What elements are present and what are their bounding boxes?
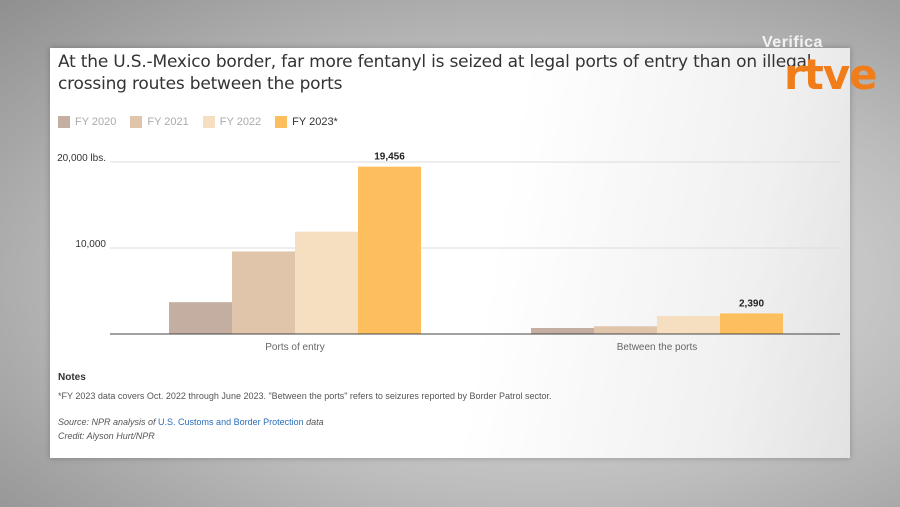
source-link[interactable]: U.S. Customs and Border Protection <box>158 417 304 427</box>
category-label: Between the ports <box>617 342 698 353</box>
rtve-logo: rtve <box>784 50 878 99</box>
bar <box>657 315 720 334</box>
data-label: 2,390 <box>739 298 764 309</box>
bar <box>169 302 232 334</box>
source-prefix: Source: NPR analysis of <box>58 417 159 427</box>
legend-item-fy2022: FY 2022 <box>202 116 262 128</box>
legend-label: FY 2020 <box>75 116 117 128</box>
legend-item-fy2023: FY 2023* <box>275 116 338 128</box>
legend-swatch <box>130 116 143 128</box>
chart-panel: At the U.S.-Mexico border, far more fent… <box>50 48 850 458</box>
legend-label: FY 2021 <box>147 116 189 128</box>
category-label: Ports of entry <box>265 342 324 353</box>
source-suffix: data <box>303 417 324 427</box>
bar <box>232 251 295 334</box>
legend-label: FY 2022 <box>219 116 262 128</box>
data-label: 19,456 <box>374 152 405 163</box>
legend: FY 2020 FY 2021 FY 2022 FY 2023* <box>58 116 338 128</box>
chart-title: At the U.S.-Mexico border, far more fent… <box>58 52 812 94</box>
verifica-logo: Verifica <box>762 34 823 51</box>
legend-swatch <box>275 116 288 128</box>
bar <box>358 166 421 334</box>
notes-heading: Notes <box>58 372 86 383</box>
source-line: Source: NPR analysis of U.S. Customs and… <box>58 417 838 427</box>
y-tick-label: 20,000 lbs. <box>57 153 106 164</box>
legend-swatch <box>58 116 70 128</box>
bar-chart: 10,000 20,000 lbs. 19,456 Ports of entry 2,3… <box>57 152 840 353</box>
notes-section: Notes *FY 2023 data covers Oct. 2022 thr… <box>58 372 838 441</box>
legend-item-fy2021: FY 2021 <box>130 116 189 128</box>
bar <box>295 231 358 334</box>
bar <box>531 327 594 334</box>
bar <box>720 313 783 334</box>
notes-text: *FY 2023 data covers Oct. 2022 through J… <box>58 391 552 401</box>
legend-label: FY 2023* <box>292 116 338 128</box>
credit-line: Credit: Alyson Hurt/NPR <box>58 431 155 441</box>
legend-item-fy2020: FY 2020 <box>58 116 116 128</box>
legend-swatch <box>202 116 215 128</box>
y-tick-label: 10,000 <box>75 239 106 250</box>
bar <box>594 326 657 334</box>
